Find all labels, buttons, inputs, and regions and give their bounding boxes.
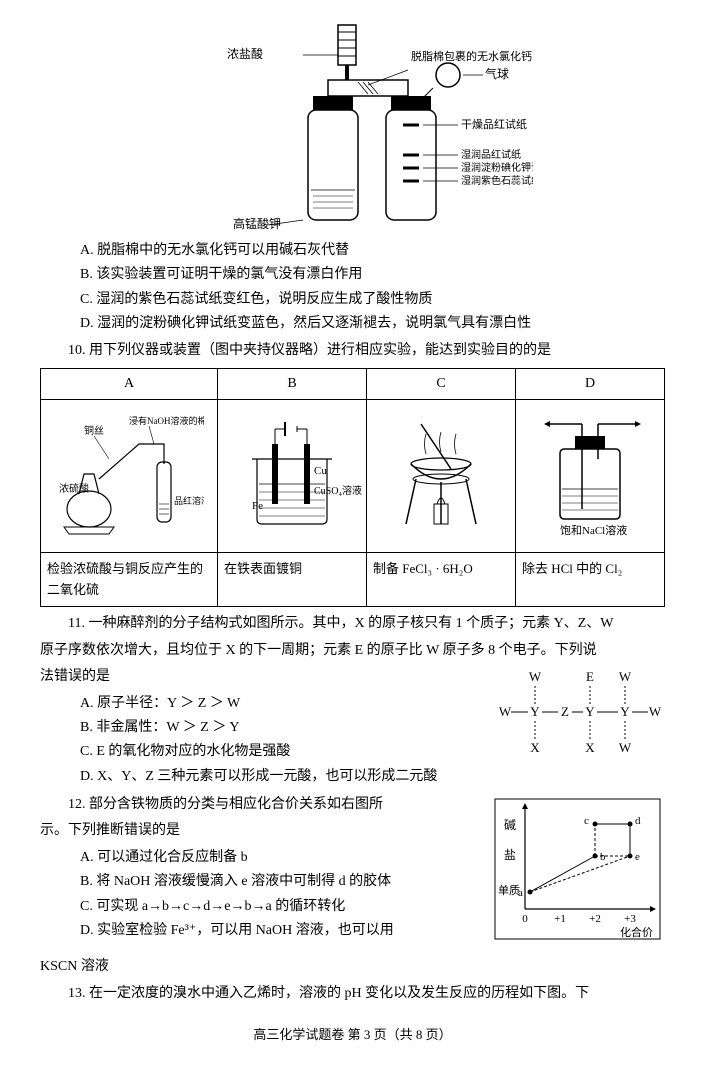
svg-text:a: a <box>518 887 523 899</box>
svg-text:气球: 气球 <box>485 66 509 81</box>
q10-header-a: A <box>41 368 218 399</box>
svg-text:+2: +2 <box>589 913 601 925</box>
svg-text:高锰酸钾: 高锰酸钾 <box>233 216 281 230</box>
svg-text:W: W <box>529 669 542 684</box>
q11-stem-1: 11. 一种麻醉剂的分子结构式如图所示。其中，X 的原子核只有 1 个质子；元素… <box>40 613 665 635</box>
svg-text:W: W <box>649 704 662 719</box>
q9-option-a: A. 脱脂棉中的无水氯化钙可以用碱石灰代替 <box>80 240 665 262</box>
q11-structure-diagram: W E W W Y Z Y Y W X X W <box>495 666 665 769</box>
svg-text:E: E <box>586 669 594 684</box>
q9-option-d: D. 湿润的淀粉碘化钾试纸变蓝色，然后又逐渐褪去，说明氯气具有漂白性 <box>80 313 665 335</box>
q9-option-b: B. 该实验装置可证明干燥的氯气没有漂白作用 <box>80 264 665 286</box>
svg-text:0: 0 <box>522 913 528 925</box>
svg-text:Y: Y <box>530 704 540 719</box>
q13-stem: 13. 在一定浓度的溴水中通入乙烯时，溶液的 pH 变化以及发生反应的历程如下图… <box>40 983 665 1005</box>
svg-text:品红溶液: 品红溶液 <box>174 495 204 506</box>
svg-text:饱和NaCl溶液: 饱和NaCl溶液 <box>560 523 627 537</box>
svg-text:铜丝: 铜丝 <box>84 425 104 437</box>
svg-text:单质: 单质 <box>498 884 520 897</box>
svg-text:+3: +3 <box>624 913 636 925</box>
svg-text:Y: Y <box>620 704 630 719</box>
svg-text:湿润品红试纸: 湿润品红试纸 <box>461 148 521 161</box>
q10-table: A B C D 铜丝 浸有NaOH溶液的棉花团 <box>40 368 665 607</box>
apparatus-diagram-q9: 浓盐酸 脱脂棉包裹的无水氯化钙 气球 干燥品红试纸 湿润品红试纸 湿润淀粉碘化钾… <box>40 20 665 230</box>
svg-text:d: d <box>635 815 641 827</box>
q10-stem: 10. 用下列仪器或装置（图中夹持仪器略）进行相应实验，能达到实验目的的是 <box>40 340 665 362</box>
svg-text:浓盐酸: 浓盐酸 <box>226 46 262 61</box>
svg-text:X: X <box>585 740 595 755</box>
page-footer: 高三化学试题卷 第 3 页（共 8 页） <box>40 1025 665 1046</box>
q12-option-d-cont: KSCN 溶液 <box>40 956 665 978</box>
svg-text:碱: 碱 <box>504 818 516 832</box>
svg-text:化合价: 化合价 <box>620 925 653 939</box>
q11-stem-2: 原子序数依次增大，且均位于 X 的下一周期；元素 E 的原子比 W 原子多 8 … <box>40 640 665 662</box>
svg-text:W: W <box>619 669 632 684</box>
q10-diagram-b: Fe Cu CuSO₄溶液 <box>218 400 367 552</box>
svg-text:+1: +1 <box>554 913 566 925</box>
svg-text:W: W <box>619 740 632 755</box>
svg-text:湿润淀粉碘化钾试纸: 湿润淀粉碘化钾试纸 <box>461 161 533 174</box>
q10-caption-a: 检验浓硫酸与铜反应产生的二氧化硫 <box>41 552 218 607</box>
svg-text:c: c <box>584 815 589 827</box>
q10-header-d: D <box>516 368 665 399</box>
q12-chart: 碱 盐 单质 0 +1 +2 +3 化合价 a b c d e <box>490 794 665 952</box>
svg-text:Z: Z <box>561 704 569 719</box>
svg-text:b: b <box>600 851 606 863</box>
svg-text:CuSO₄溶液: CuSO₄溶液 <box>314 484 362 497</box>
q10-caption-d: 除去 HCl 中的 Cl₂ <box>516 552 665 607</box>
svg-text:脱脂棉包裹的无水氯化钙: 脱脂棉包裹的无水氯化钙 <box>411 49 532 63</box>
q10-header-c: C <box>367 368 516 399</box>
q9-option-c: C. 湿润的紫色石蕊试纸变红色，说明反应生成了酸性物质 <box>80 289 665 311</box>
q10-caption-b: 在铁表面镀铜 <box>218 552 367 607</box>
svg-text:Cu: Cu <box>314 465 327 477</box>
svg-text:湿润紫色石蕊试纸: 湿润紫色石蕊试纸 <box>461 174 533 187</box>
q10-caption-c: 制备 FeCl₃ · 6H₂O <box>367 552 516 607</box>
q10-diagram-a: 铜丝 浸有NaOH溶液的棉花团 浓硫酸 品红溶液 <box>41 400 218 552</box>
q10-header-b: B <box>218 368 367 399</box>
svg-text:干燥品红试纸: 干燥品红试纸 <box>461 118 527 131</box>
svg-text:Y: Y <box>585 704 595 719</box>
svg-text:盐: 盐 <box>504 848 516 862</box>
q10-diagram-d: 饱和NaCl溶液 <box>516 400 665 552</box>
svg-text:浸有NaOH溶液的棉花团: 浸有NaOH溶液的棉花团 <box>129 415 204 426</box>
q10-diagram-c <box>367 400 516 552</box>
svg-text:浓硫酸: 浓硫酸 <box>59 482 89 495</box>
svg-text:Fe: Fe <box>252 500 263 512</box>
svg-text:e: e <box>635 851 640 863</box>
svg-text:X: X <box>530 740 540 755</box>
svg-text:W: W <box>499 704 512 719</box>
